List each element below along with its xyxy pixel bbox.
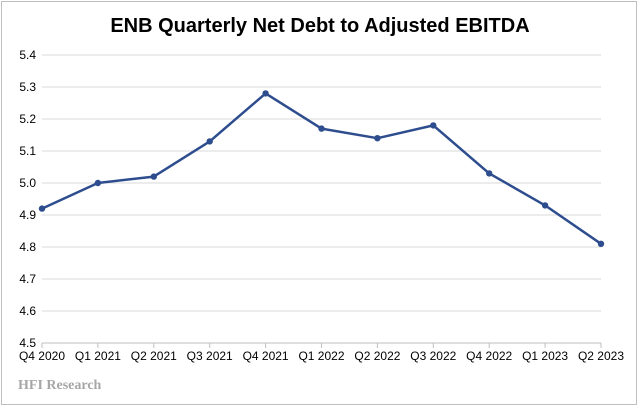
- y-tick-label: 4.7: [19, 272, 36, 286]
- y-tick-label: 5.1: [19, 144, 36, 158]
- x-tick-label: Q2 2021: [131, 349, 177, 363]
- y-tick-label: 5.2: [19, 112, 36, 126]
- x-tick-label: Q1 2021: [75, 349, 121, 363]
- x-tick-label: Q3 2022: [410, 349, 456, 363]
- x-tick-label: Q4 2022: [466, 349, 512, 363]
- data-point: [486, 170, 493, 177]
- data-point: [597, 240, 605, 247]
- chart-title: ENB Quarterly Net Debt to Adjusted EBITD…: [110, 15, 529, 37]
- series-group: [38, 90, 605, 247]
- y-tick-label: 5.3: [19, 80, 36, 94]
- x-tick-label: Q4 2021: [243, 349, 289, 363]
- watermark: HFI Research: [18, 378, 102, 393]
- series-line: [41, 92, 602, 245]
- y-tick-label: 4.9: [19, 208, 36, 222]
- gridlines: [42, 54, 601, 312]
- data-point: [430, 122, 437, 129]
- data-point: [262, 90, 269, 97]
- data-point: [318, 125, 325, 132]
- data-point: [206, 138, 213, 145]
- x-tick-label: Q2 2023: [578, 349, 624, 363]
- y-tick-label: 4.8: [19, 240, 36, 254]
- x-tick-label: Q3 2021: [187, 349, 233, 363]
- y-tick-label: 5.0: [19, 176, 36, 190]
- data-point: [150, 173, 157, 180]
- y-tick-label: 5.4: [19, 48, 36, 62]
- x-tick-label: Q4 2020: [19, 349, 65, 363]
- data-point: [374, 135, 381, 142]
- y-tick-label: 4.5: [19, 336, 36, 350]
- y-tick-label: 4.6: [19, 304, 36, 318]
- x-axis: Q4 2020 Q1 2021 Q2 2021 Q3 2021 Q4 2021 Q1 20…: [19, 342, 624, 363]
- data-point: [541, 202, 549, 209]
- data-point: [94, 179, 102, 187]
- y-axis-ticks: 4.5 4.6 4.7 4.8 4.9 5.0 5.1 5.2 5.3 5.4: [19, 48, 36, 350]
- x-tick-label: Q1 2023: [522, 349, 568, 363]
- x-tick-label: Q2 2022: [354, 349, 400, 363]
- x-tick-label: Q1 2022: [298, 349, 344, 363]
- data-point: [38, 205, 46, 212]
